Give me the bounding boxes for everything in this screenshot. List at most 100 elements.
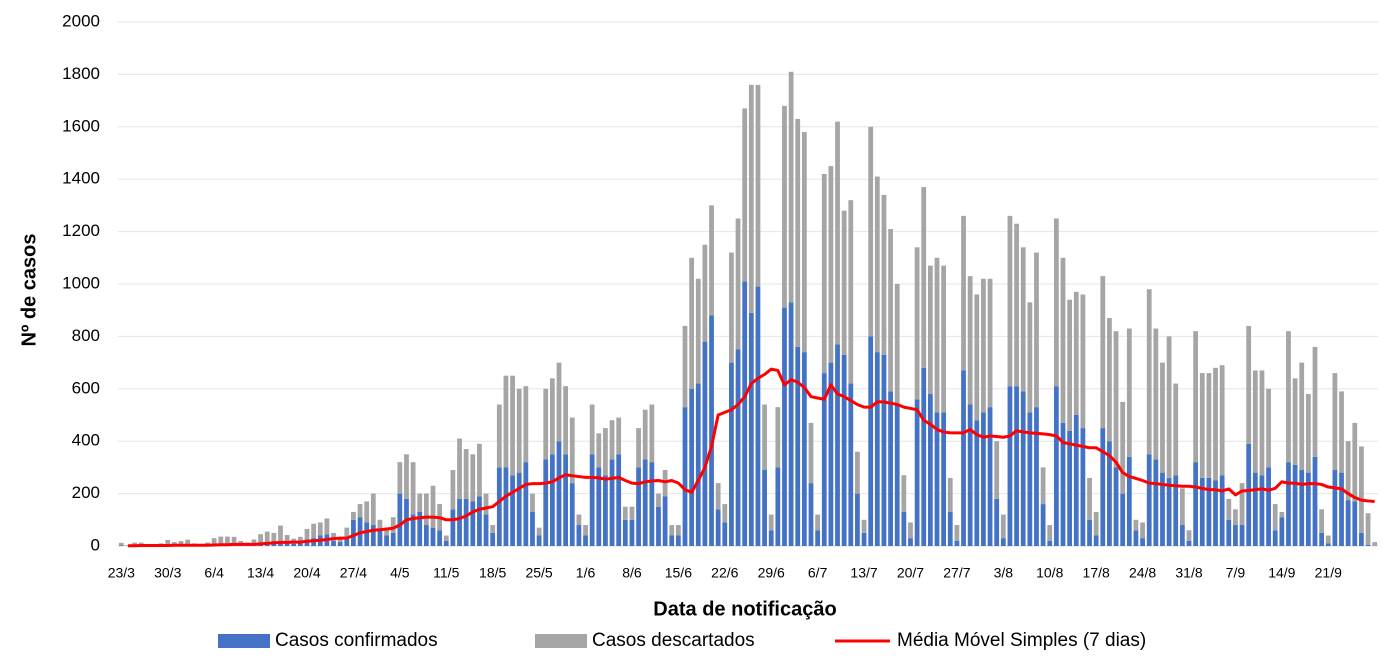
bar [470, 454, 476, 502]
legend-label: Casos confirmados [275, 630, 438, 651]
bar [317, 522, 323, 536]
bar [755, 286, 761, 546]
bar [768, 530, 774, 546]
bar [888, 391, 893, 546]
bar [423, 525, 429, 546]
bar [702, 341, 708, 546]
y-tick-label: 1400 [62, 169, 100, 188]
bar [430, 527, 436, 546]
bar [477, 443, 482, 497]
bar [1020, 391, 1026, 546]
bar [662, 496, 668, 546]
bar [855, 493, 860, 546]
bar [994, 441, 1000, 499]
bar [1359, 446, 1364, 533]
bar [874, 352, 880, 546]
bar [874, 176, 880, 353]
bar [589, 454, 595, 546]
bar [1325, 543, 1331, 546]
bar [1199, 373, 1205, 478]
bar [1186, 530, 1192, 541]
bar [775, 467, 781, 546]
bar [788, 71, 794, 303]
bar [377, 530, 383, 546]
bar [729, 252, 734, 363]
bar [888, 228, 893, 392]
bar [1272, 530, 1278, 546]
bar [603, 475, 608, 546]
bar [370, 493, 376, 526]
bar [815, 514, 821, 531]
bar [901, 511, 907, 546]
bar [1040, 467, 1046, 505]
bar [1000, 514, 1006, 539]
bar [483, 514, 489, 546]
bar [921, 187, 927, 368]
bar [815, 530, 821, 546]
bar [1153, 328, 1159, 460]
bar [742, 108, 748, 282]
bar [1120, 493, 1126, 546]
bar [994, 498, 1000, 546]
bar [1140, 522, 1145, 539]
x-tick-label: 27/4 [340, 565, 367, 581]
y-tick-label: 1600 [62, 116, 100, 135]
bar [1325, 535, 1331, 544]
legend-label: Casos descartados [592, 630, 755, 651]
bar [443, 540, 449, 546]
bar [324, 518, 330, 535]
bar [1233, 525, 1238, 546]
x-tick-label: 27/7 [943, 565, 970, 581]
bar [1007, 215, 1013, 387]
bar [748, 84, 754, 313]
bar [496, 404, 502, 468]
bar [1153, 459, 1159, 546]
x-tick-label: 23/3 [108, 565, 135, 581]
y-tick-label: 800 [72, 326, 100, 345]
bar [457, 498, 462, 546]
bar [178, 541, 184, 545]
bar [1100, 428, 1106, 546]
bar [583, 525, 588, 536]
bar [828, 166, 834, 363]
bar [1007, 386, 1013, 546]
bar [118, 542, 124, 546]
bar [689, 257, 695, 389]
y-tick-label: 200 [72, 483, 100, 502]
bar [695, 278, 701, 384]
bar [1372, 542, 1378, 546]
bar [642, 459, 648, 546]
bar [1365, 544, 1371, 546]
bar [748, 312, 754, 546]
bar [1140, 538, 1145, 546]
bar [278, 525, 283, 542]
bar [841, 210, 847, 355]
bar [211, 538, 217, 545]
bar [351, 511, 356, 520]
bar [311, 523, 317, 539]
bar [1113, 331, 1119, 468]
y-tick-label: 2000 [62, 11, 100, 30]
line [127, 367, 1375, 548]
bar [1047, 540, 1053, 546]
bar [801, 352, 807, 546]
bar [1107, 318, 1112, 442]
x-tick-label: 20/7 [897, 565, 924, 581]
y-tick-label: 400 [72, 431, 100, 450]
bar [1312, 456, 1318, 546]
bar [1259, 370, 1265, 476]
bar [536, 535, 542, 546]
bar [782, 307, 787, 546]
bar [364, 501, 370, 523]
bar [808, 422, 814, 484]
bar [914, 399, 920, 546]
bar [589, 404, 595, 455]
bar [1133, 519, 1139, 531]
x-tick-label: 7/9 [1226, 565, 1246, 581]
bar [762, 470, 767, 546]
bar [1219, 365, 1225, 476]
bar [642, 409, 648, 460]
bar [344, 538, 350, 546]
bar [941, 265, 947, 413]
bar [1107, 441, 1112, 546]
